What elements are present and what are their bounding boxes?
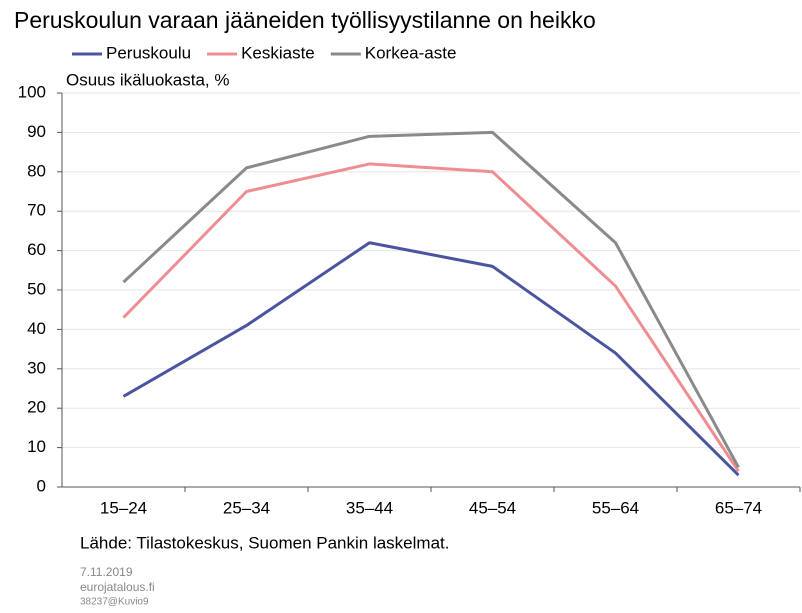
y-tick-label: 30 (27, 358, 46, 377)
y-axis-label: Osuus ikäluokasta, % (66, 70, 229, 89)
footer-date: 7.11.2019 (80, 565, 133, 579)
y-tick-label: 90 (27, 122, 46, 141)
x-tick-label: 25–34 (223, 498, 270, 517)
series-line (122, 241, 740, 477)
y-tick-label: 80 (27, 161, 46, 180)
series-line (122, 162, 740, 473)
source: Lähde: Tilastokeskus, Suomen Pankin lask… (80, 533, 449, 552)
legend-label: Korkea-aste (365, 43, 457, 62)
series-line (122, 130, 740, 469)
y-tick-label: 70 (27, 201, 46, 220)
x-tick-label: 15–24 (100, 498, 147, 517)
y-tick-label: 20 (27, 398, 46, 417)
footer-code: 38237@Kuvio9 (80, 597, 149, 608)
legend-label: Peruskoulu (106, 43, 191, 62)
x-tick-label: 55–64 (592, 498, 639, 517)
footer-site: eurojatalous.fi (80, 580, 155, 594)
legend-label: Keskiaste (241, 43, 315, 62)
chart-title: Peruskoulun varaan jääneiden työllisyyst… (14, 7, 596, 33)
x-tick-label: 65–74 (715, 498, 762, 517)
x-tick-label: 35–44 (346, 498, 393, 517)
y-tick-label: 10 (27, 437, 46, 456)
x-tick-label: 45–54 (469, 498, 516, 517)
y-tick-label: 60 (27, 240, 46, 259)
y-tick-label: 100 (18, 82, 46, 101)
y-tick-label: 0 (37, 476, 46, 495)
y-tick-label: 40 (27, 319, 46, 338)
y-tick-label: 50 (27, 279, 46, 298)
